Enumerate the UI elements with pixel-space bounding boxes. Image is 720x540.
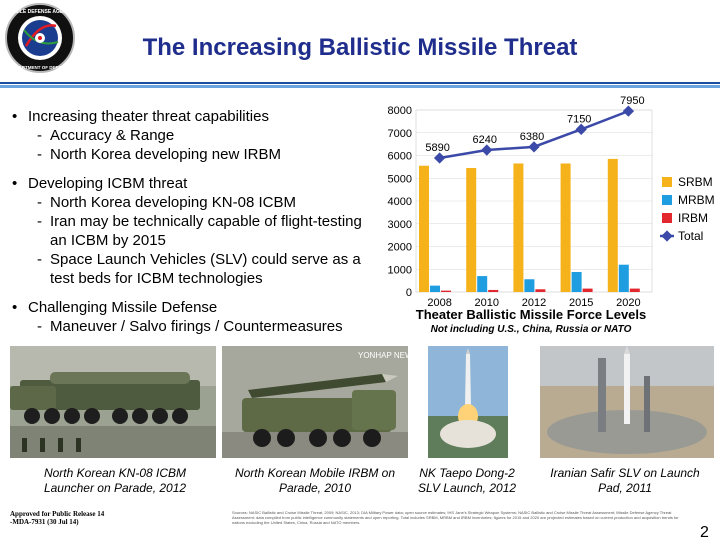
legend-label: MRBM [678, 193, 715, 207]
legend-swatch-irbm [662, 213, 672, 223]
y-tick-label: 0 [406, 287, 412, 299]
bar-irbm [535, 289, 546, 292]
page-number: 2 [700, 524, 709, 540]
x-tick-label: 2008 [427, 297, 451, 309]
x-tick-label: 2020 [616, 297, 640, 309]
sub-bullet-item: North Korea developing KN-08 ICBM [12, 193, 392, 212]
sub-bullet-item: Space Launch Vehicles (SLV) could serve … [12, 250, 376, 288]
bar-srbm [419, 165, 429, 292]
bar-srbm [466, 168, 477, 292]
photo-watermark: YONHAP NEWS [358, 351, 408, 360]
y-tick-label: 7000 [388, 128, 412, 140]
bar-irbm [488, 289, 499, 292]
y-tick-label: 4000 [388, 196, 412, 208]
mobile-irbm-photo-caption: North Korean Mobile IRBM on Parade, 2010 [234, 466, 396, 495]
approval-line: Approved for Public Release 14 [10, 510, 105, 518]
total-marker [481, 144, 493, 156]
source-notes: Sources: NASIC Ballistic and Cruise Miss… [232, 510, 679, 525]
bar-mrbm [524, 279, 535, 292]
bullet-item: Challenging Missile Defense [12, 298, 392, 317]
approval-code: -MDA-7931 (30 Jul 14) [10, 518, 79, 526]
release-approval: Approved for Public Release 14 -MDA-7931… [10, 510, 104, 526]
x-tick-label: 2015 [569, 297, 593, 309]
x-tick-label: 2010 [475, 297, 499, 309]
kn08-launcher-photo [10, 346, 216, 458]
bar-irbm [629, 288, 640, 292]
title-divider [0, 82, 720, 88]
bar-mrbm [618, 264, 629, 292]
total-data-label: 7950 [620, 96, 644, 107]
svg-text:DEPARTMENT OF DEFENSE: DEPARTMENT OF DEFENSE [10, 65, 71, 70]
bar-srbm [560, 163, 571, 292]
total-data-label: 7150 [567, 113, 591, 125]
bar-mrbm [477, 276, 488, 292]
legend-label: Total [678, 229, 703, 243]
legend-swatch-srbm [662, 177, 672, 187]
taepo-dong-2-photo [428, 346, 508, 458]
legend-swatch-mrbm [662, 195, 672, 205]
bar-irbm [441, 290, 451, 292]
chart-title: Theater Ballistic Missile Force Levels [415, 307, 647, 322]
chart-subtitle: Not including U.S., China, Russia or NAT… [430, 324, 632, 335]
y-tick-label: 5000 [388, 173, 412, 185]
bar-mrbm [571, 271, 582, 292]
taepo-dong-2-photo-caption: NK Taepo Dong-2 SLV Launch, 2012 [417, 466, 517, 495]
x-tick-label: 2012 [522, 297, 546, 309]
bar-irbm [582, 288, 593, 292]
legend-label: SRBM [678, 175, 713, 189]
total-data-label: 5890 [425, 142, 449, 154]
sub-bullet-item: Accuracy & Range [12, 126, 392, 145]
total-data-label: 6380 [520, 131, 544, 143]
total-marker [622, 105, 635, 117]
y-tick-label: 2000 [388, 242, 412, 254]
safir-slv-photo-caption: Iranian Safir SLV on Launch Pad, 2011 [550, 466, 700, 495]
sub-bullet-item: Maneuver / Salvo firings / Countermeasur… [12, 317, 392, 336]
kn08-photo-caption: North Korean KN-08 ICBM Launcher on Para… [43, 466, 187, 495]
force-levels-chart: 0 1000 2000 3000 4000 5000 6000 7000 8000 2008 201… [388, 96, 715, 309]
legend-label: IRBM [678, 211, 708, 225]
legend-marker-total [661, 230, 673, 242]
bullet-list: Increasing theater threat capabilities A… [12, 104, 392, 336]
sub-bullet-item: Iran may be technically capable of fligh… [12, 212, 366, 250]
missile-defense-agency-logo: MISSILE DEFENSE AGENCY DEPARTMENT OF DEF… [5, 3, 75, 73]
mobile-irbm-photo: YONHAP NEWS [222, 346, 408, 458]
bar-srbm [607, 158, 618, 292]
safir-slv-photo [540, 346, 714, 458]
bullet-item: Increasing theater threat capabilities [12, 107, 392, 126]
y-tick-label: 6000 [388, 151, 412, 163]
svg-text:MISSILE DEFENSE AGENCY: MISSILE DEFENSE AGENCY [6, 9, 74, 15]
bullet-item: Developing ICBM threat [12, 174, 392, 193]
y-tick-label: 8000 [388, 105, 412, 117]
total-data-label: 6240 [473, 134, 497, 146]
y-tick-label: 1000 [388, 264, 412, 276]
page-title: The Increasing Ballistic Missile Threat [142, 34, 578, 61]
bar-srbm [513, 163, 524, 292]
y-tick-label: 3000 [388, 219, 412, 231]
sub-bullet-item: North Korea developing new IRBM [12, 145, 392, 164]
bar-mrbm [430, 285, 440, 292]
